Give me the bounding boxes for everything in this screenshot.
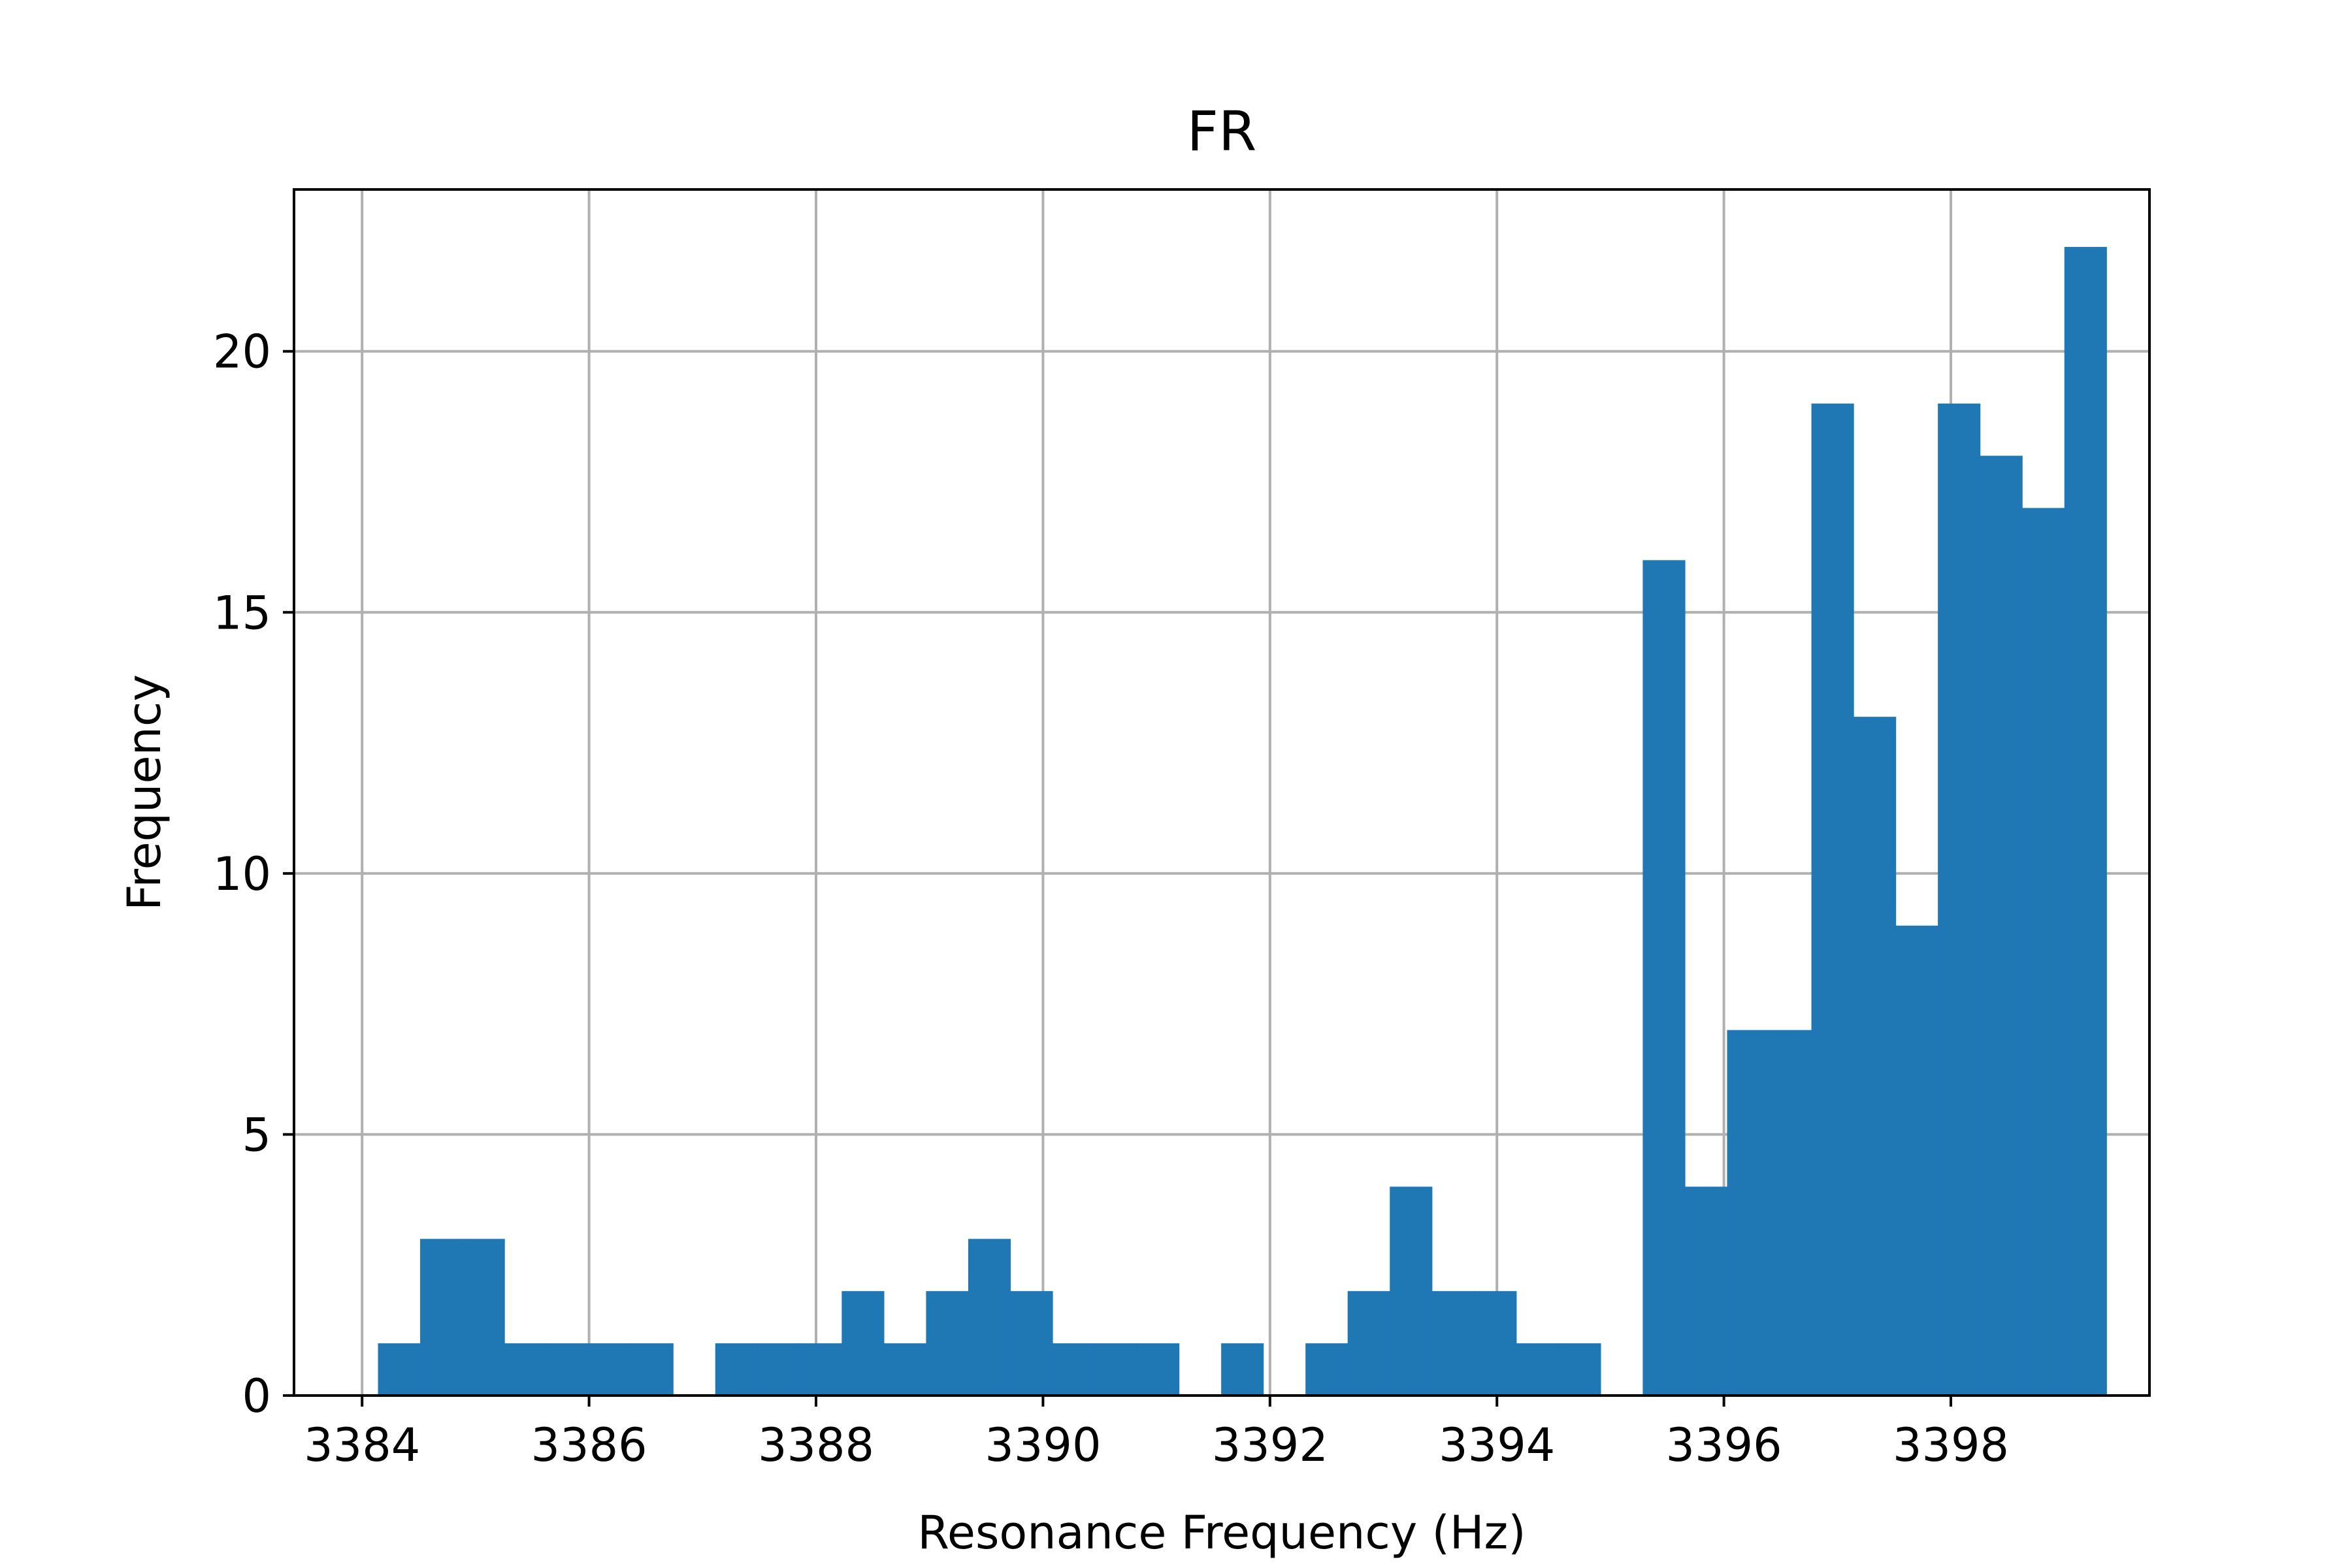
histogram-bar	[1938, 403, 1981, 1396]
x-axis-label: Resonance Frequency (Hz)	[917, 1506, 1526, 1560]
x-tick-label: 3398	[1893, 1418, 2009, 1472]
x-tick-label: 3390	[985, 1418, 1101, 1472]
y-tick-label: 10	[213, 847, 271, 901]
x-tick-label: 3388	[758, 1418, 874, 1472]
histogram-bar	[2064, 246, 2107, 1396]
histogram-bar	[630, 1343, 674, 1396]
histogram-bar	[1516, 1343, 1559, 1396]
histogram-bar	[1769, 1030, 1812, 1396]
histogram-bar	[883, 1343, 927, 1396]
x-tick-label: 3392	[1212, 1418, 1328, 1472]
histogram-bars	[378, 246, 2107, 1396]
y-tick-label: 0	[242, 1369, 271, 1423]
histogram-bar	[799, 1343, 842, 1396]
histogram-bar	[1431, 1291, 1475, 1396]
histogram-bar	[841, 1291, 885, 1396]
histogram-bar	[1474, 1291, 1517, 1396]
histogram-bar	[589, 1343, 632, 1396]
histogram-bar	[715, 1343, 758, 1396]
histogram-bar	[546, 1343, 589, 1396]
histogram-bar	[1558, 1343, 1601, 1396]
histogram-bar	[1221, 1343, 1264, 1396]
histogram-bar	[1347, 1291, 1390, 1396]
histogram-bar	[378, 1343, 421, 1396]
x-tick-label: 3384	[304, 1418, 420, 1472]
histogram-bar	[1684, 1186, 1728, 1396]
x-tick-label: 3386	[531, 1418, 647, 1472]
histogram-bar	[1094, 1343, 1137, 1396]
histogram-bar	[1010, 1291, 1053, 1396]
histogram-bar	[926, 1291, 969, 1396]
histogram-bar	[1854, 717, 1897, 1396]
histogram-bar	[1137, 1343, 1180, 1396]
histogram-bar	[1895, 925, 1938, 1396]
y-tick-label: 15	[213, 586, 271, 640]
histogram-bar	[1053, 1343, 1096, 1396]
histogram-bar	[1727, 1030, 1770, 1396]
histogram-bar	[1305, 1343, 1348, 1396]
y-tick-label: 5	[242, 1108, 271, 1162]
histogram-bar	[1390, 1186, 1433, 1396]
plot-frame	[293, 188, 2151, 1397]
histogram-bar	[462, 1239, 505, 1396]
histogram-bar	[2022, 508, 2065, 1396]
histogram-bar	[1980, 455, 2023, 1396]
y-axis-label: Frequency	[118, 674, 171, 911]
chart-title: FR	[1187, 99, 1257, 163]
histogram-bar	[968, 1239, 1011, 1396]
histogram-bar	[1642, 560, 1686, 1396]
y-tick-label: 20	[213, 325, 271, 379]
histogram-bar	[420, 1239, 463, 1396]
histogram-bar	[504, 1343, 547, 1396]
x-tick-label: 3394	[1439, 1418, 1555, 1472]
axis-ticks: 3384 3386 3388 3390 3392 3394 3396 3398 0 5 10 15 20	[213, 325, 2009, 1472]
x-tick-label: 3396	[1666, 1418, 1782, 1472]
histogram-bar	[757, 1343, 800, 1396]
histogram-bar	[1811, 403, 1854, 1396]
